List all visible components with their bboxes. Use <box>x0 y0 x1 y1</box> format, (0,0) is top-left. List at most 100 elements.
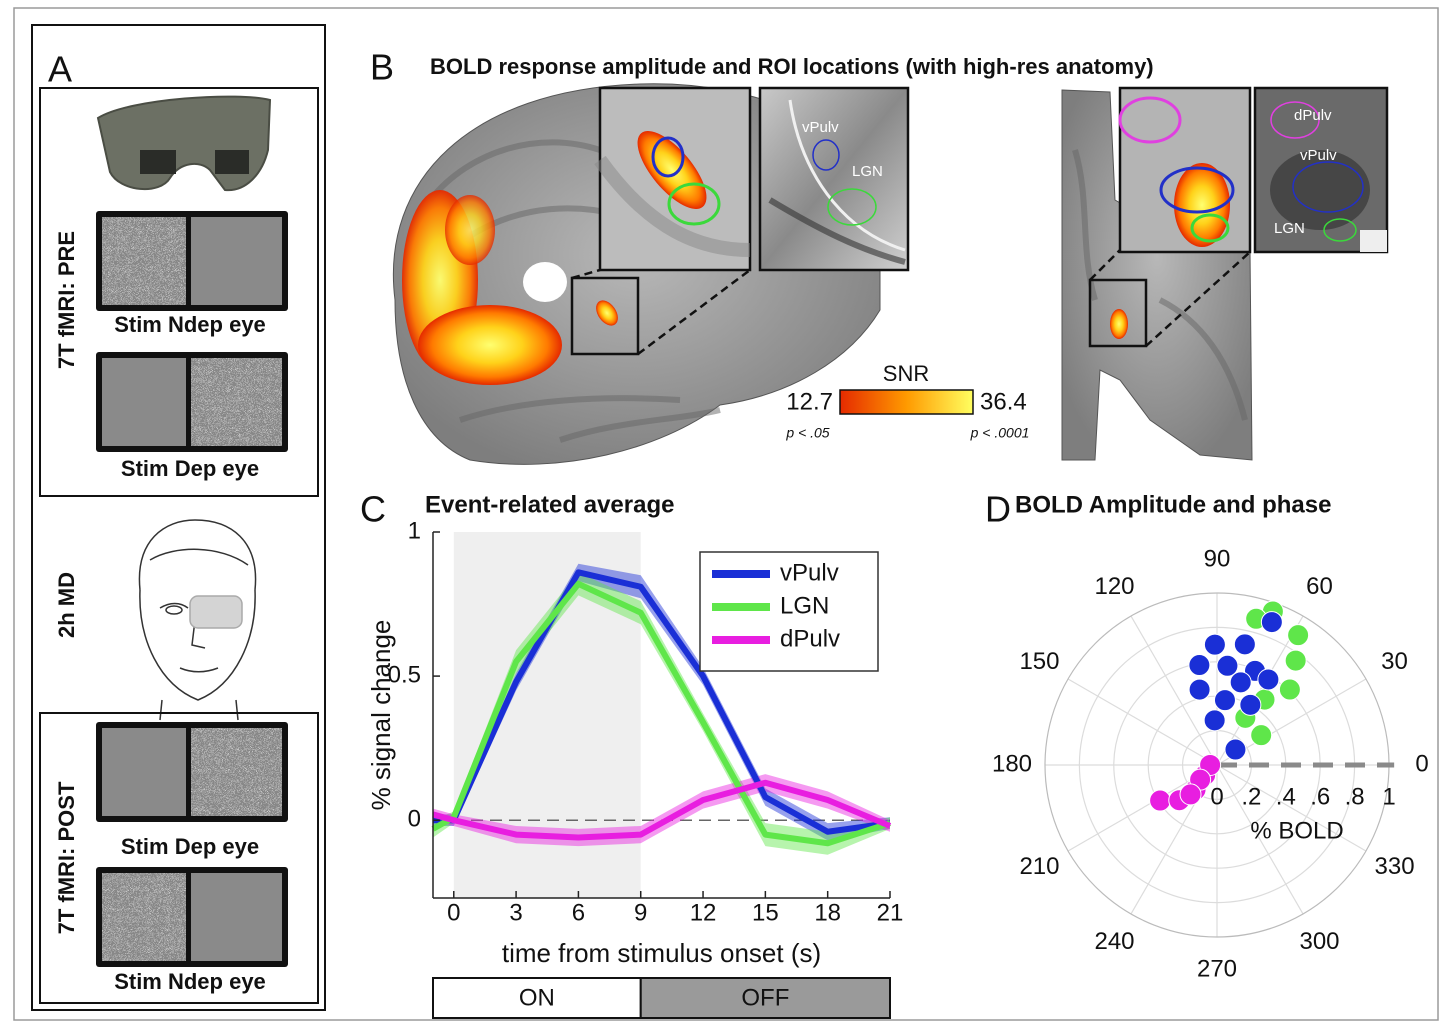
goggles-part <box>215 150 249 174</box>
face-drawing <box>138 519 257 721</box>
roi-label: LGN <box>1274 220 1305 237</box>
face-drawing-part <box>149 548 249 566</box>
angle-label: 60 <box>1306 573 1333 600</box>
data-point <box>1278 678 1301 701</box>
colorbar-gradient <box>839 389 974 415</box>
face-drawing-part <box>165 605 183 615</box>
data-point <box>1250 724 1273 747</box>
sagittal-slice-part <box>596 300 618 326</box>
off-label: OFF <box>741 984 789 1011</box>
data-point <box>1213 689 1236 712</box>
anatomy-inset-part <box>1270 150 1370 230</box>
sagittal-slice-part <box>418 305 562 385</box>
series-line <box>433 569 891 835</box>
y-tick-label: 0 <box>408 806 421 833</box>
anatomy-inset-part <box>788 99 906 252</box>
stimulus-display <box>96 211 288 311</box>
colorbar-max: 36.4 <box>980 388 1027 415</box>
stimulus-display <box>96 867 288 967</box>
face-drawing-part <box>159 699 239 721</box>
angle-label: 120 <box>1094 573 1134 600</box>
x-tick-label: 9 <box>634 899 647 926</box>
stimulus-display-part <box>102 728 186 816</box>
stimulus-display-part <box>191 217 282 305</box>
panel-letter: C <box>360 489 386 530</box>
data-point <box>1203 633 1226 656</box>
x-tick-label: 15 <box>752 899 779 926</box>
face-drawing-part <box>139 589 256 701</box>
stimulus-display <box>96 352 288 452</box>
sagittal-slice-part <box>570 276 640 356</box>
angle-label: 330 <box>1375 853 1415 880</box>
stimulus-display-part <box>102 358 186 446</box>
angle-label: 210 <box>1019 853 1059 880</box>
data-point <box>1188 678 1211 701</box>
legend-label: dPulv <box>780 625 840 652</box>
on-box <box>432 977 642 1019</box>
error-band <box>433 774 890 847</box>
anatomy-inset <box>758 86 910 272</box>
panel-letter: D <box>985 489 1011 530</box>
roi-label: vPulv <box>1300 147 1337 164</box>
angle-label: 0 <box>1415 750 1428 777</box>
off-box <box>639 977 892 1019</box>
zoom-inset-part <box>1174 163 1230 247</box>
anatomy-inset-part <box>1323 218 1357 242</box>
coronal-slice <box>1061 89 1253 461</box>
angle-label: 240 <box>1094 928 1134 955</box>
goggles-part <box>96 95 272 192</box>
face-drawing-part <box>159 602 189 609</box>
panel-letter: B <box>370 47 394 88</box>
anatomy-inset-part <box>1292 161 1364 213</box>
panel-b: B BOLD response amplitude and ROI locati… <box>370 47 1389 465</box>
stimulus-display-part <box>191 728 282 816</box>
data-point <box>1216 654 1239 677</box>
zoom-inset-part <box>1118 96 1182 144</box>
session-label: 7T fMRI: PRE <box>54 231 79 369</box>
panel-a-frame <box>31 24 326 1011</box>
anatomy-inset-part <box>812 139 840 171</box>
legend-label: LGN <box>780 592 829 619</box>
goggles <box>96 95 272 192</box>
coronal-slice-part <box>1110 309 1128 339</box>
pre-box <box>39 87 319 497</box>
stim-caption: Stim Dep eye <box>121 456 259 481</box>
stim-caption: Stim Dep eye <box>121 834 259 859</box>
post-box <box>39 712 319 1004</box>
face-drawing-part <box>138 519 257 591</box>
stimulus-display <box>96 722 288 822</box>
data-point <box>1257 668 1280 691</box>
radius-label: .2 <box>1241 783 1261 810</box>
anatomy-inset-part <box>768 197 906 265</box>
angle-label: 30 <box>1381 648 1408 675</box>
goggles-part <box>140 150 176 174</box>
sagittal-slice-part <box>445 195 495 265</box>
face-drawing-part <box>179 667 219 673</box>
x-tick-label: 21 <box>877 899 904 926</box>
figure-frame <box>13 7 1439 1021</box>
angle-label: 90 <box>1204 545 1231 572</box>
series-line <box>431 580 891 847</box>
angle-grid <box>1216 764 1304 915</box>
sagittal-slice <box>393 83 881 465</box>
anatomy-inset-part <box>827 188 877 226</box>
roi-label: dPulv <box>1294 107 1332 124</box>
anatomy-inset-part <box>1270 101 1320 139</box>
coronal-slice-part <box>1089 249 1251 347</box>
on-label: ON <box>519 984 555 1011</box>
colorbar-min: 12.7 <box>786 388 833 415</box>
zoom-inset-part <box>594 155 751 257</box>
angle-label: 270 <box>1197 955 1237 982</box>
y-axis-label: % signal change <box>366 620 396 811</box>
stimulus-display-part <box>191 358 282 446</box>
radius-label: 1 <box>1382 783 1395 810</box>
data-point <box>1260 611 1283 634</box>
data-point <box>1239 693 1262 716</box>
data-point <box>1287 624 1310 647</box>
data-point <box>1233 633 1256 656</box>
radius-axis-label: % BOLD <box>1250 817 1343 844</box>
anatomy-inset-part <box>1360 230 1387 252</box>
data-point <box>1179 783 1202 806</box>
colorbar-note: p < .05 <box>785 425 829 441</box>
radius-label: .6 <box>1310 783 1330 810</box>
